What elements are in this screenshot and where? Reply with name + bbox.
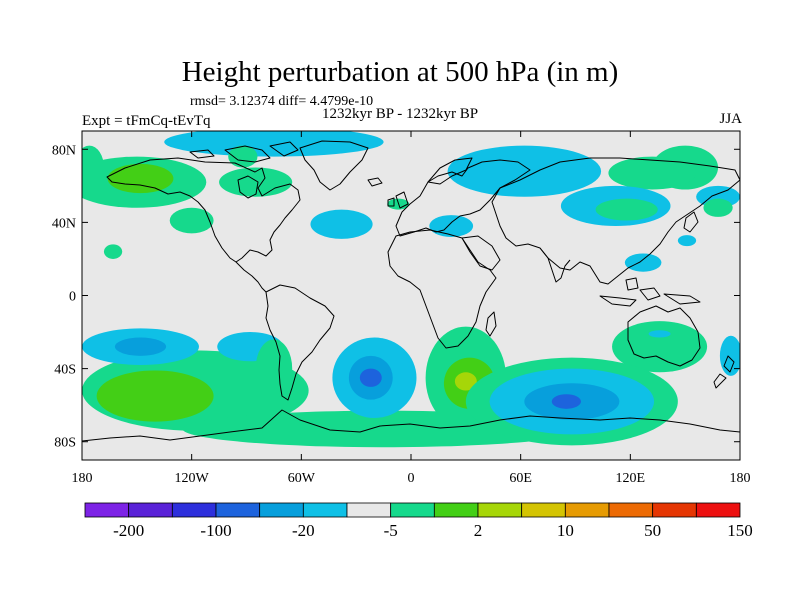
colorbar-label: 2 bbox=[474, 521, 483, 540]
lon-tick-label: 120E bbox=[616, 471, 646, 486]
period-label: 1232kyr BP - 1232kyr BP bbox=[322, 106, 479, 122]
colorbar-cell bbox=[128, 502, 173, 518]
contour-region-20 bbox=[612, 321, 708, 373]
contour-region-32 bbox=[454, 372, 477, 391]
contour-region-16 bbox=[624, 253, 662, 272]
colorbar-label: 10 bbox=[557, 521, 574, 540]
contour-region-26 bbox=[96, 370, 214, 422]
contour-region-19 bbox=[677, 235, 697, 247]
lat-tick-label: 0 bbox=[69, 290, 76, 305]
colorbar-cell bbox=[521, 502, 566, 518]
coastline-iceland bbox=[367, 177, 383, 187]
contour-region-39 bbox=[551, 394, 581, 409]
lat-tick-label: 80N bbox=[52, 143, 76, 158]
colorbar-cell bbox=[259, 502, 304, 518]
colorbar-cell bbox=[390, 502, 435, 518]
contour-region-7 bbox=[169, 207, 214, 234]
lon-tick-label: 180 bbox=[730, 471, 751, 486]
contour-region-22 bbox=[719, 335, 740, 376]
coastlines bbox=[82, 140, 740, 442]
lat-tick-label: 80S bbox=[54, 436, 76, 451]
contour-region-5 bbox=[164, 131, 384, 157]
coastline-north-america bbox=[106, 157, 301, 263]
colorbar-cell bbox=[171, 502, 217, 518]
coastline-greenland bbox=[299, 140, 369, 191]
contour-region-21 bbox=[648, 330, 671, 338]
lat-tick-label: 40N bbox=[52, 216, 76, 231]
coastline-indonesia bbox=[599, 277, 701, 307]
coastline-arabia bbox=[461, 235, 501, 271]
colorbar-label: -5 bbox=[384, 521, 398, 540]
colorbar-cell bbox=[695, 502, 741, 518]
contour-region-4 bbox=[219, 167, 293, 197]
lat-tick-label: 40S bbox=[54, 363, 76, 378]
contour-region-37 bbox=[114, 337, 167, 356]
contour-region-9 bbox=[310, 209, 373, 239]
season-label: JJA bbox=[719, 111, 742, 127]
coastline-antarctica bbox=[82, 409, 740, 442]
contour-region-13 bbox=[608, 156, 697, 190]
contour-region-18 bbox=[703, 198, 733, 217]
colorbar-label: -100 bbox=[200, 521, 231, 540]
figure-title: Height perturbation at 500 hPa (in m) bbox=[181, 56, 619, 88]
colorbar-label: -200 bbox=[113, 521, 144, 540]
colorbar-labels: -200 -100 -20 -5 2 10 50 150 bbox=[113, 521, 753, 540]
experiment-label: Expt = tFmCq-tEvTq bbox=[82, 113, 211, 129]
coastline-central-america bbox=[235, 261, 267, 293]
colorbar-label: -20 bbox=[292, 521, 315, 540]
colorbar-cell bbox=[652, 502, 697, 518]
colorbar-cell bbox=[346, 502, 392, 518]
coastline-africa bbox=[387, 229, 497, 349]
contour-region-3 bbox=[107, 163, 174, 194]
colorbar-cell bbox=[215, 502, 261, 518]
colorbar-cells bbox=[84, 502, 741, 518]
colorbar-cell bbox=[564, 502, 610, 518]
lon-tick-label: 60W bbox=[288, 471, 316, 486]
coastline-europe bbox=[395, 159, 531, 237]
coastline-asia bbox=[491, 157, 740, 285]
contour-region-8 bbox=[103, 244, 123, 259]
contour-region-27 bbox=[255, 339, 293, 398]
coastline-madagascar bbox=[485, 311, 497, 337]
lon-tick-label: 180 bbox=[72, 471, 93, 486]
colorbar-cell bbox=[477, 502, 523, 518]
colorbar-cell bbox=[84, 502, 130, 518]
colorbar-cell bbox=[608, 502, 654, 518]
map-frame: 80N 40N 0 40S 80S 180 120W 60W 0 60E 120E 180 bbox=[52, 130, 751, 486]
coastline-south-america bbox=[265, 284, 335, 401]
coastline-australia bbox=[627, 305, 701, 367]
contour-region-36 bbox=[359, 368, 382, 387]
lon-tick-label: 0 bbox=[408, 471, 415, 486]
contour-region-6 bbox=[228, 145, 258, 168]
coastline-new-zealand bbox=[713, 355, 735, 389]
colorbar-label: 50 bbox=[644, 521, 661, 540]
coastline-british-isles bbox=[387, 191, 409, 209]
contour-region-10 bbox=[429, 215, 474, 238]
contour-fills bbox=[82, 131, 740, 448]
coastline-india bbox=[539, 247, 571, 283]
lon-tick-label: 120W bbox=[175, 471, 210, 486]
coastline-scandinavia bbox=[427, 157, 473, 185]
contour-region-15 bbox=[595, 198, 658, 221]
colorbar-cell bbox=[433, 502, 479, 518]
coastline-japan bbox=[683, 211, 699, 233]
colorbar-cell bbox=[302, 502, 348, 518]
coastline-arctic-islands bbox=[189, 141, 299, 163]
colorbar-label: 150 bbox=[727, 521, 753, 540]
coastline-hudson-bay bbox=[237, 175, 259, 199]
lon-tick-label: 60E bbox=[509, 471, 532, 486]
stats-label: rmsd= 3.12374 diff= 4.4799e-10 bbox=[190, 94, 374, 109]
contour-region-12 bbox=[447, 145, 602, 197]
